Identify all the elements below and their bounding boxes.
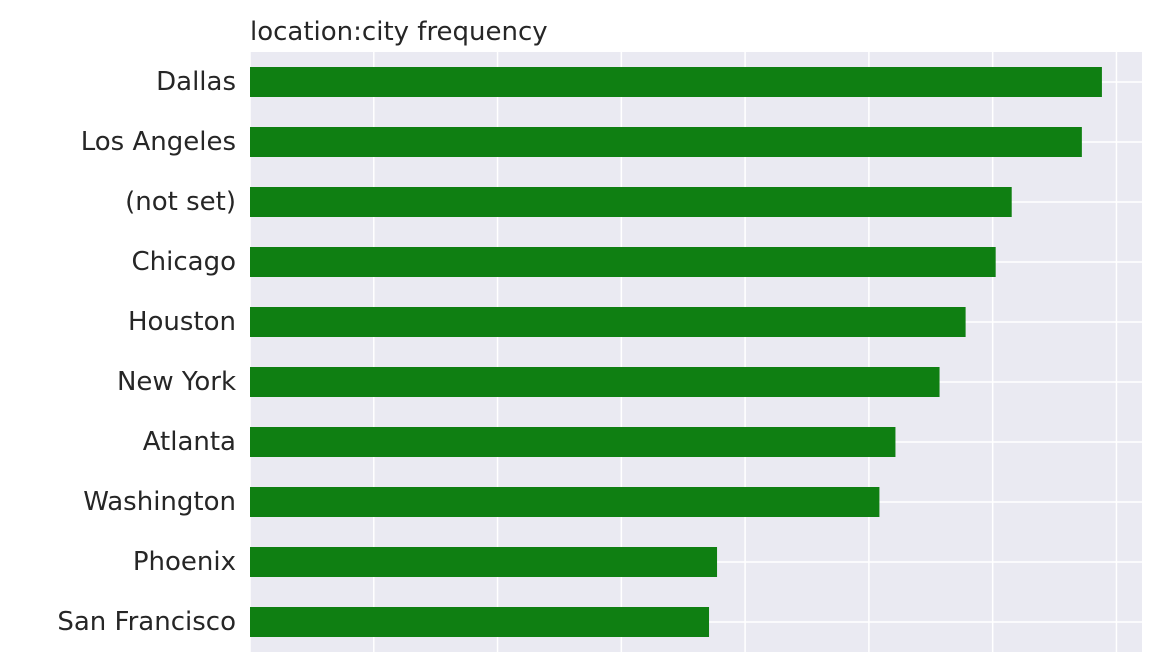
category-labels: Dallas Los Angeles (not set) Chicago Houston… [57, 67, 236, 637]
category-label: Atlanta [143, 427, 236, 457]
category-label: (not set) [125, 187, 236, 217]
category-label: New York [117, 367, 236, 397]
category-label: Dallas [156, 67, 236, 97]
bar-new-york [250, 367, 940, 397]
bar-atlanta [250, 427, 896, 457]
category-label: Phoenix [133, 547, 236, 577]
bar-houston [250, 307, 966, 337]
category-label: Houston [128, 307, 236, 337]
category-label: San Francisco [57, 607, 236, 637]
bar-washington [250, 487, 880, 517]
category-label: Los Angeles [81, 127, 236, 157]
bar-chicago [250, 247, 996, 277]
category-label: Washington [83, 487, 236, 517]
chart-title: location:city frequency [250, 17, 548, 47]
bar-los-angeles [250, 127, 1082, 157]
bar-san-francisco [250, 607, 710, 637]
bar-phoenix [250, 547, 718, 577]
bar-dallas [250, 67, 1102, 97]
bar-not-set [250, 187, 1012, 217]
category-label: Chicago [132, 247, 237, 277]
bars [250, 67, 1102, 637]
